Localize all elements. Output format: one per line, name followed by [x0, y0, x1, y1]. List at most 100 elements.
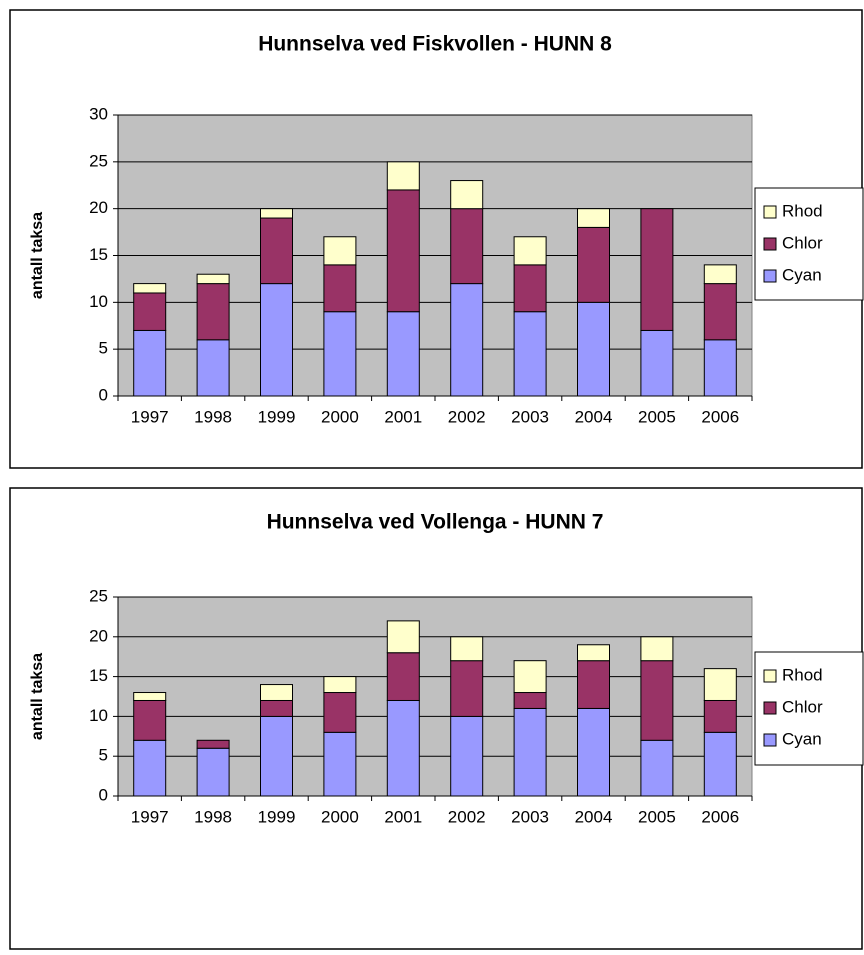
x-tick-label: 1997 — [131, 807, 169, 826]
y-tick-label: 0 — [99, 785, 108, 804]
y-tick-label: 5 — [99, 746, 108, 765]
bar-segment — [640, 636, 674, 662]
y-tick-label: 15 — [89, 666, 108, 685]
bar-segment — [513, 707, 547, 797]
bar-segment — [450, 283, 484, 397]
bar-segment — [323, 692, 357, 733]
y-tick-label: 25 — [89, 586, 108, 605]
x-tick-label: 2006 — [701, 407, 739, 426]
y-axis-label: antall taksa — [29, 653, 46, 740]
bar-segment — [450, 715, 484, 797]
x-tick-label: 2006 — [701, 807, 739, 826]
legend-swatch — [763, 701, 777, 715]
bar-segment — [577, 226, 610, 303]
legend-label: Chlor — [782, 697, 823, 716]
legend-swatch — [763, 237, 777, 251]
bar-segment — [577, 707, 610, 797]
bar-segment — [513, 236, 547, 266]
y-tick-label: 5 — [99, 339, 108, 358]
bar-segment — [260, 217, 293, 285]
x-tick-label: 1998 — [194, 407, 232, 426]
bar-segment — [577, 301, 610, 397]
chart-title: Hunnselva ved Fiskvollen - HUNN 8 — [258, 33, 612, 56]
bar-segment — [196, 283, 230, 341]
bar-segment — [133, 329, 167, 397]
bar-segment — [513, 660, 547, 694]
bar-segment — [703, 668, 737, 701]
bar-segment — [133, 692, 167, 701]
legend-label: Rhod — [782, 201, 823, 220]
x-tick-label: 2003 — [511, 807, 549, 826]
y-tick-label: 20 — [89, 198, 108, 217]
bar-segment — [513, 264, 547, 313]
legend-swatch — [763, 269, 777, 283]
bar-segment — [133, 739, 167, 797]
bar-segment — [640, 329, 674, 397]
bar-segment — [450, 660, 484, 717]
x-tick-label: 2001 — [384, 407, 422, 426]
x-tick-label: 2005 — [638, 807, 676, 826]
bar-segment — [386, 161, 420, 191]
x-tick-label: 2005 — [638, 407, 676, 426]
bar-segment — [386, 311, 420, 397]
y-axis-label: antall taksa — [29, 212, 46, 299]
bar-segment — [513, 692, 547, 709]
y-tick-label: 25 — [89, 151, 108, 170]
bar-segment — [577, 660, 610, 709]
x-tick-label: 2000 — [321, 407, 359, 426]
legend-label: Chlor — [782, 233, 823, 252]
chart-title: Hunnselva ved Vollenga - HUNN 7 — [267, 511, 604, 534]
bar-segment — [450, 180, 484, 210]
bar-segment — [386, 699, 420, 797]
x-tick-label: 2003 — [511, 407, 549, 426]
bar-segment — [386, 652, 420, 701]
x-tick-label: 2000 — [321, 807, 359, 826]
bar-segment — [703, 264, 737, 285]
legend-label: Cyan — [782, 265, 822, 284]
bar-segment — [577, 208, 610, 228]
bar-segment — [386, 620, 420, 654]
bar-segment — [196, 339, 230, 397]
bar-segment — [260, 208, 293, 219]
bar-segment — [133, 292, 167, 331]
bar-segment — [703, 731, 737, 797]
bar-segment — [260, 699, 293, 717]
x-tick-label: 2002 — [448, 407, 486, 426]
legend-swatch — [763, 205, 777, 219]
x-tick-label: 2004 — [575, 807, 613, 826]
y-tick-label: 30 — [89, 104, 108, 123]
legend-label: Rhod — [782, 665, 823, 684]
bar-segment — [577, 644, 610, 662]
bar-segment — [703, 339, 737, 397]
bar-segment — [196, 739, 230, 749]
bar-segment — [323, 264, 357, 313]
bar-segment — [260, 684, 293, 701]
bar-segment — [640, 208, 674, 331]
legend-swatch — [763, 669, 777, 683]
bar-segment — [450, 636, 484, 662]
bar-segment — [640, 739, 674, 797]
x-tick-label: 1997 — [131, 407, 169, 426]
bar-segment — [133, 283, 167, 294]
bar-segment — [323, 311, 357, 397]
bar-segment — [260, 283, 293, 397]
x-tick-label: 2004 — [575, 407, 613, 426]
bar-segment — [260, 715, 293, 797]
bar-segment — [703, 283, 737, 341]
bar-segment — [133, 699, 167, 741]
y-tick-label: 10 — [89, 706, 108, 725]
x-tick-label: 1999 — [258, 407, 296, 426]
y-tick-label: 0 — [99, 385, 108, 404]
bar-segment — [323, 236, 357, 266]
y-tick-label: 15 — [89, 245, 108, 264]
bar-segment — [513, 311, 547, 397]
y-tick-label: 20 — [89, 626, 108, 645]
bar-segment — [323, 731, 357, 797]
bar-segment — [703, 699, 737, 733]
y-tick-label: 10 — [89, 292, 108, 311]
legend-swatch — [763, 733, 777, 747]
bar-segment — [386, 189, 420, 313]
bar-segment — [323, 676, 357, 694]
x-tick-label: 2002 — [448, 807, 486, 826]
